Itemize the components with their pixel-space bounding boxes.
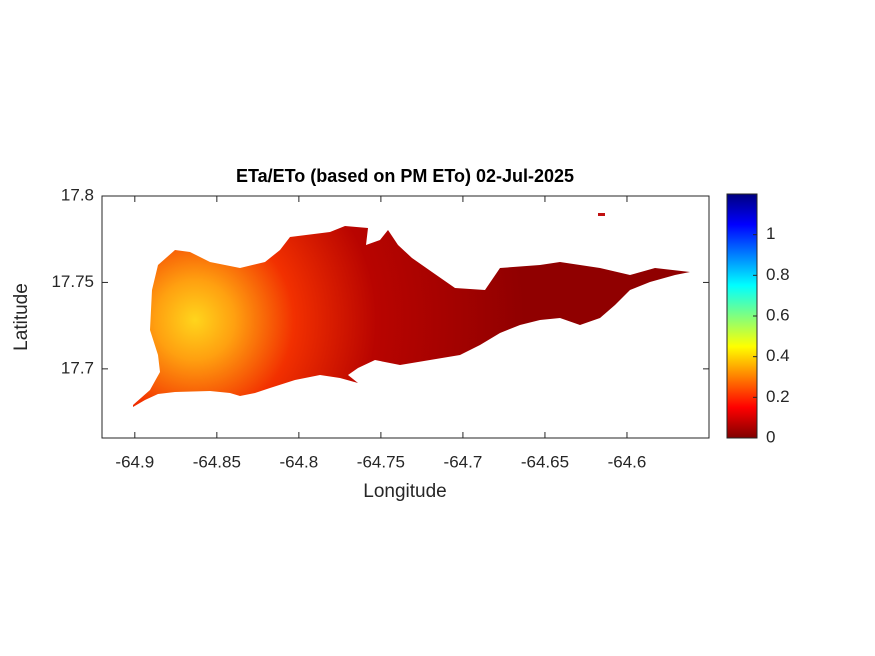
colorbar-tick-label: 1: [766, 224, 775, 243]
y-tick-label: 17.75: [51, 272, 94, 291]
islet: [598, 213, 605, 216]
y-tick-label: 17.7: [61, 358, 94, 377]
colorbar-tick-label: 0: [766, 427, 775, 446]
x-tick-label: -64.85: [193, 452, 241, 471]
colorbar: [726, 193, 758, 439]
x-tick-label: -64.65: [521, 452, 569, 471]
x-tick-label: -64.9: [115, 452, 154, 471]
x-tick-label: -64.8: [279, 452, 318, 471]
colorbar-tick-label: 0.4: [766, 346, 790, 365]
colorbar-tick-label: 0.8: [766, 265, 790, 284]
x-axis-label: Longitude: [363, 481, 446, 502]
colorbar-tick-label: 0.6: [766, 305, 790, 324]
island-raster: [133, 226, 690, 407]
y-axis-label: Latitude: [11, 283, 32, 351]
chart-title: ETa/ETo (based on PM ETo) 02-Jul-2025: [236, 166, 574, 186]
x-tick-label: -64.7: [444, 452, 483, 471]
colorbar-tick-label: 0.2: [766, 387, 790, 406]
y-tick-label: 17.8: [61, 185, 94, 204]
plot-box: [101, 195, 710, 439]
x-tick-label: -64.75: [357, 452, 405, 471]
x-tick-label: -64.6: [608, 452, 647, 471]
